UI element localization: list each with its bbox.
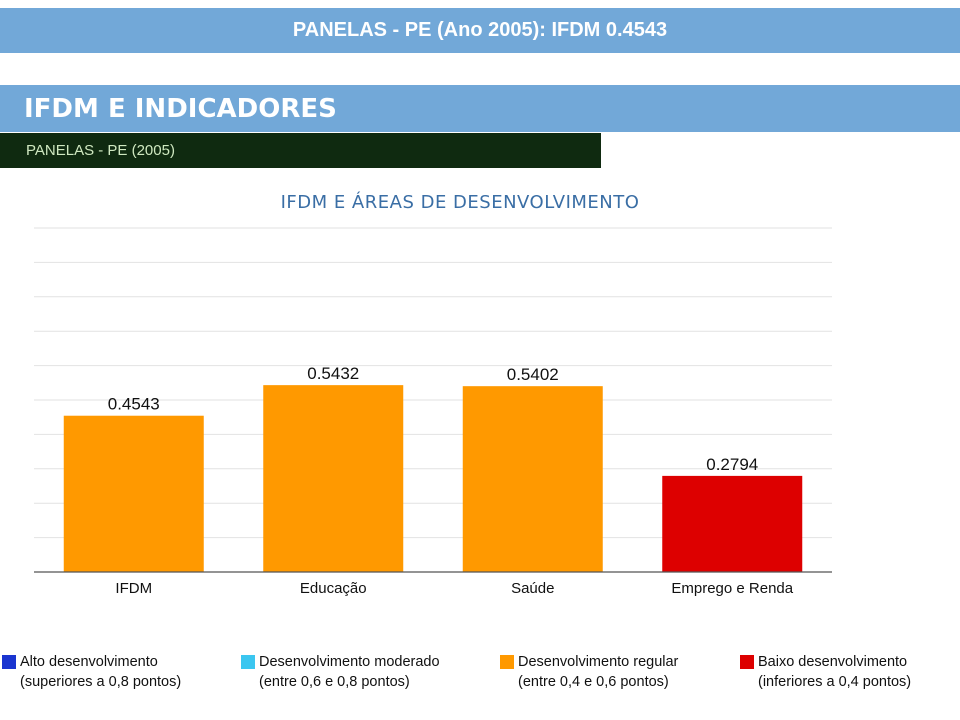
section-subtitle: PANELAS - PE (2005) — [0, 133, 601, 168]
bar-ifdm — [63, 415, 204, 572]
legend-label: Desenvolvimento moderado — [259, 654, 440, 670]
bar-chart: 0.4543 IFDM 0.5432 Educação 0.5402 Saúde 0.279… — [34, 227, 832, 597]
bar-value-label: 0.5402 — [507, 365, 559, 384]
category-tick-label: IFDM — [115, 580, 152, 597]
legend-sub: (entre 0,4 e 0,6 pontos) — [518, 674, 669, 690]
legend-swatch-alto — [2, 655, 16, 669]
bar-sa-de — [462, 386, 603, 572]
bars — [63, 385, 803, 572]
legend-swatch-moderado — [241, 655, 255, 669]
bar-emprego-e-renda — [662, 475, 803, 572]
legend-sub: (inferiores a 0,4 pontos) — [758, 674, 912, 690]
legend-sub: (entre 0,6 e 0,8 pontos) — [259, 674, 410, 690]
legend: Alto desenvolvimento (superiores a 0,8 p… — [0, 652, 960, 702]
bar-value-label: 0.5432 — [307, 364, 359, 383]
legend-swatch-baixo — [740, 655, 754, 669]
bar-value-label: 0.4543 — [108, 395, 160, 414]
legend-swatch-regular — [500, 655, 514, 669]
chart-title: IFDM E ÁREAS DE DESENVOLVIMENTO — [280, 192, 640, 213]
bar-labels: 0.4543 IFDM 0.5432 Educação 0.5402 Saúde 0.279… — [108, 364, 794, 597]
category-tick-label: Emprego e Renda — [671, 580, 793, 597]
legend-label: Alto desenvolvimento — [20, 654, 158, 670]
legend-label: Baixo desenvolvimento — [758, 654, 908, 670]
category-tick-label: Educação — [300, 580, 367, 597]
section-title: IFDM E INDICADORES — [0, 85, 960, 132]
page-banner: PANELAS - PE (Ano 2005): IFDM 0.4543 — [0, 8, 960, 53]
bar-educa-o — [263, 385, 404, 572]
category-tick-label: Saúde — [511, 580, 554, 597]
legend-label: Desenvolvimento regular — [518, 654, 679, 670]
legend-sub: (superiores a 0,8 pontos) — [20, 674, 182, 690]
bar-value-label: 0.2794 — [706, 455, 758, 474]
